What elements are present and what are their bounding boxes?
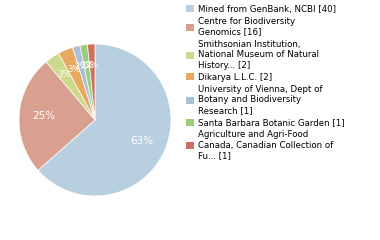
Wedge shape [80,44,95,120]
Text: 2%: 2% [80,61,93,70]
Text: 25%: 25% [32,111,55,121]
Legend: Mined from GenBank, NCBI [40], Centre for Biodiversity
Genomics [16], Smithsonia: Mined from GenBank, NCBI [40], Centre fo… [186,5,344,160]
Wedge shape [19,62,95,170]
Text: 2%: 2% [75,62,88,72]
Text: 3%: 3% [57,70,71,79]
Wedge shape [73,46,95,120]
Text: 3%: 3% [67,65,81,74]
Text: 63%: 63% [131,136,154,146]
Wedge shape [38,44,171,196]
Wedge shape [46,53,95,120]
Wedge shape [87,44,95,120]
Wedge shape [59,47,95,120]
Text: 2%: 2% [86,61,99,70]
